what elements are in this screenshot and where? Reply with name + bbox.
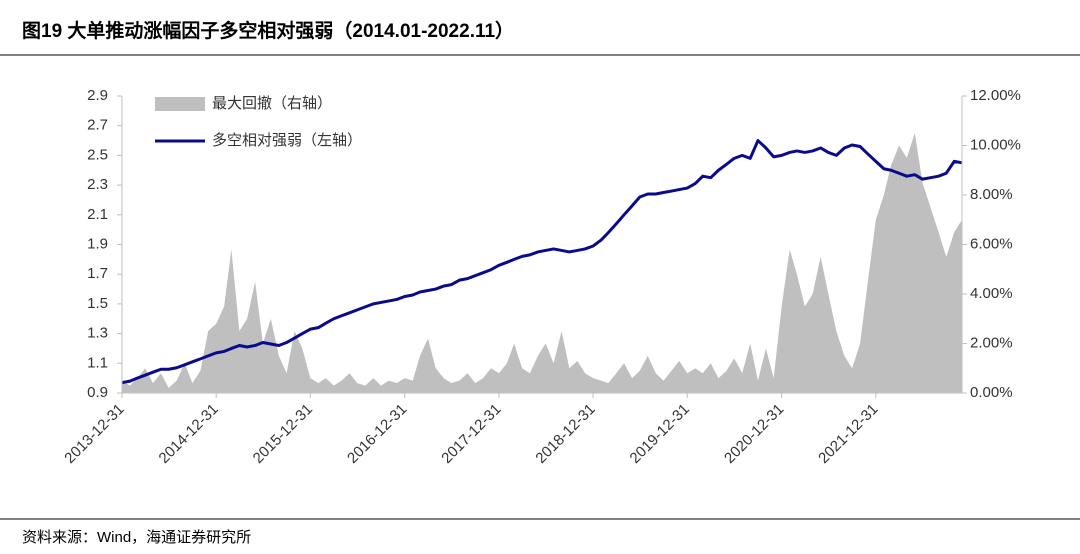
y2-tick-label: 8.00% xyxy=(970,186,1013,203)
x-tick-label: 2014-12-31 xyxy=(156,401,222,467)
x-tick-label: 2018-12-31 xyxy=(532,401,598,467)
area xyxy=(122,133,962,393)
y-tick-label: 2.9 xyxy=(87,87,108,104)
y2-tick-label: 0.00% xyxy=(970,384,1013,401)
legend-label: 多空相对强弱（左轴） xyxy=(212,132,362,149)
x-tick-label: 2020-12-31 xyxy=(721,401,787,467)
x-tick-label: 2017-12-31 xyxy=(438,401,504,467)
y2-tick-label: 4.00% xyxy=(970,285,1013,302)
y-tick-label: 2.7 xyxy=(87,117,108,134)
y-tick-label: 1.5 xyxy=(87,295,108,312)
legend-swatch xyxy=(155,97,205,111)
y-tick-label: 2.1 xyxy=(87,206,108,223)
chart-title: 图19 大单推动涨幅因子多空相对强弱（2014.01-2022.11） xyxy=(22,19,514,42)
y2-tick-label: 2.00% xyxy=(970,334,1013,351)
y-tick-label: 1.7 xyxy=(87,265,108,282)
legend-label: 最大回撤（右轴） xyxy=(212,95,332,112)
y2-tick-label: 10.00% xyxy=(970,136,1021,153)
x-tick-label: 2015-12-31 xyxy=(250,401,316,467)
y-tick-label: 1.9 xyxy=(87,235,108,252)
y2-tick-label: 6.00% xyxy=(970,235,1013,252)
y-tick-label: 2.5 xyxy=(87,146,108,163)
y-tick-label: 0.9 xyxy=(87,384,108,401)
x-tick-label: 2013-12-31 xyxy=(61,401,127,467)
y-tick-label: 1.3 xyxy=(87,325,108,342)
x-tick-label: 2021-12-31 xyxy=(815,401,881,467)
y2-tick-label: 12.00% xyxy=(970,87,1021,104)
source: 资料来源：Wind，海通证券研究所 xyxy=(22,529,251,546)
y-tick-label: 1.1 xyxy=(87,354,108,371)
x-tick-label: 2019-12-31 xyxy=(627,401,693,467)
line xyxy=(121,139,963,385)
x-tick-label: 2016-12-31 xyxy=(344,401,410,467)
y-tick-label: 2.3 xyxy=(87,176,108,193)
